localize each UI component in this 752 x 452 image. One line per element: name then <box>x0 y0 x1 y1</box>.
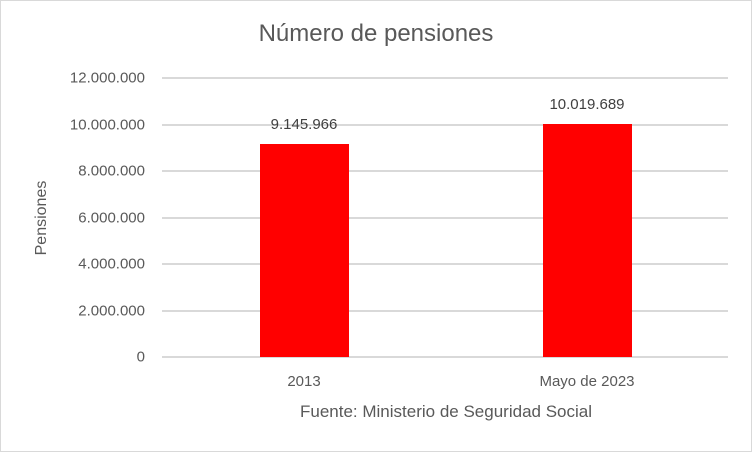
gridline <box>162 263 728 265</box>
gridline <box>162 216 728 219</box>
chart-title: Número de pensiones <box>258 20 494 47</box>
y-tick-label: 2.000.000 <box>78 302 145 319</box>
data-label: 9.145.966 <box>270 116 338 134</box>
y-tick-label: 6.000.000 <box>78 209 145 226</box>
x-axis-title-source: Fuente: Ministerio de Seguridad Social <box>300 402 592 421</box>
y-tick-label: 10.000.000 <box>69 116 145 133</box>
y-tick-label: 12.000.000 <box>69 69 145 87</box>
gridline <box>162 77 728 79</box>
gridline <box>162 170 728 172</box>
gridline <box>162 123 728 126</box>
bar[interactable] <box>542 124 632 357</box>
gridline <box>162 356 728 358</box>
y-tick-label: 4.000.000 <box>78 255 145 273</box>
data-label: 10.019.689 <box>549 96 625 114</box>
bar[interactable] <box>259 144 349 357</box>
x-tick-label: 2013 <box>287 373 321 390</box>
y-tick-label: 8.000.000 <box>78 162 145 180</box>
gridline <box>162 309 728 312</box>
x-tick-label: Mayo de 2023 <box>539 373 635 390</box>
y-tick-label: 0 <box>136 348 145 366</box>
